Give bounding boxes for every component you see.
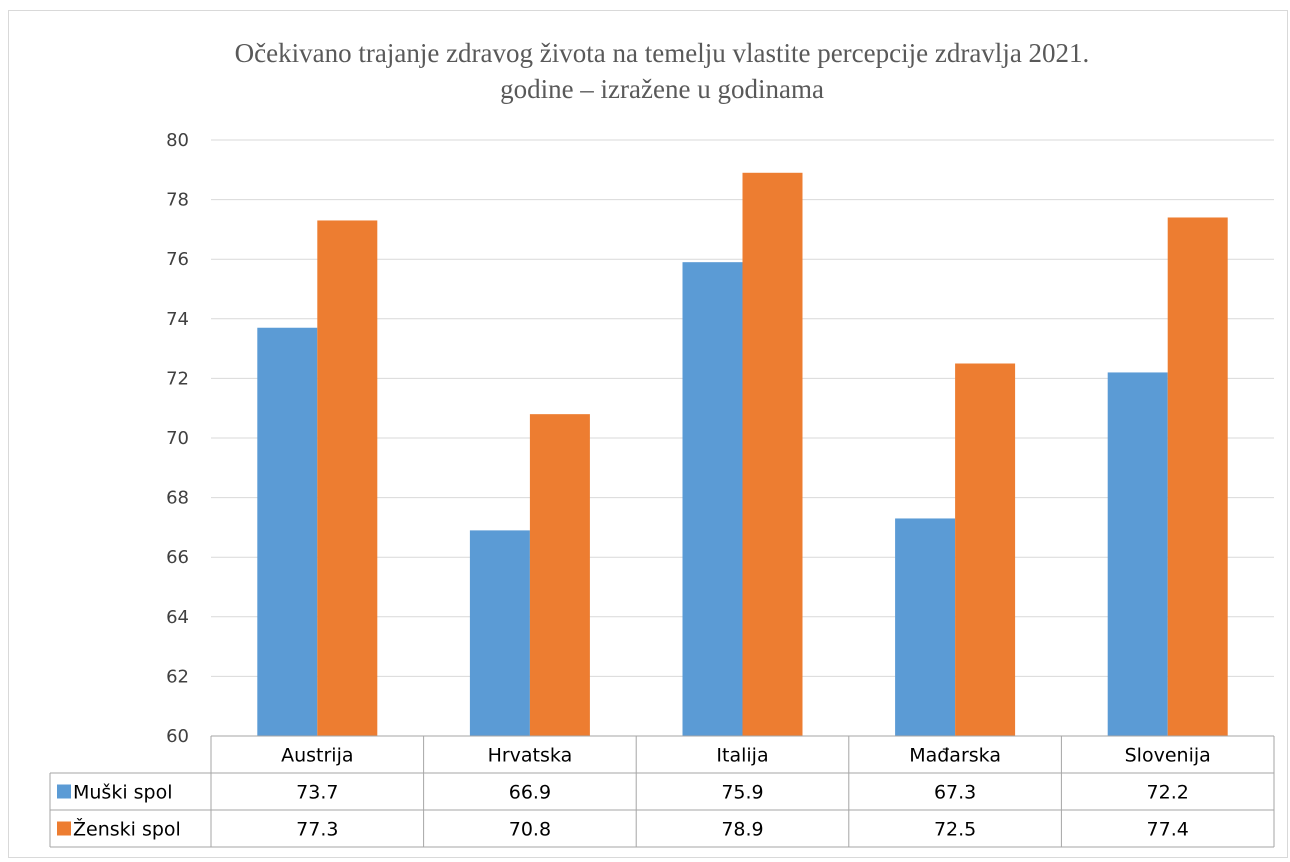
data-label: 75.9 bbox=[721, 782, 763, 804]
data-label: 66.9 bbox=[509, 782, 551, 804]
category-label: Hrvatska bbox=[488, 745, 573, 767]
bar-muski-0 bbox=[257, 327, 318, 736]
y-tick-label: 60 bbox=[166, 726, 189, 747]
bar-zenski-1 bbox=[529, 414, 590, 736]
bar-muski-2 bbox=[682, 262, 743, 736]
chart-title-line-2: godine – izražene u godinama bbox=[500, 74, 824, 104]
bars bbox=[257, 172, 1228, 737]
category-label: Slovenija bbox=[1125, 745, 1211, 767]
data-label: 67.3 bbox=[934, 782, 976, 804]
data-label: 70.8 bbox=[509, 819, 551, 841]
category-label: Austrija bbox=[281, 745, 353, 767]
bar-muski-1 bbox=[469, 530, 530, 736]
legend-key-1 bbox=[57, 821, 71, 836]
data-label: 78.9 bbox=[721, 819, 763, 841]
legend-key-0 bbox=[57, 784, 71, 799]
y-tick-label: 66 bbox=[166, 547, 189, 568]
series-label: Ženski spol bbox=[73, 818, 181, 841]
bar-zenski-3 bbox=[955, 363, 1016, 736]
data-label: 72.2 bbox=[1147, 782, 1189, 804]
data-label: 73.7 bbox=[296, 782, 338, 804]
data-label: 72.5 bbox=[934, 819, 976, 841]
bar-zenski-2 bbox=[742, 172, 803, 736]
y-tick-label: 78 bbox=[166, 190, 189, 211]
chart-title: Očekivano trajanje zdravog života na tem… bbox=[235, 38, 1090, 104]
y-tick-label: 64 bbox=[166, 607, 189, 628]
y-axis-ticks: 60 62 64 66 68 70 72 74 76 78 80 bbox=[166, 130, 189, 747]
chart-title-line-1: Očekivano trajanje zdravog života na tem… bbox=[235, 38, 1090, 68]
chart-frame bbox=[8, 10, 1288, 858]
data-table: Austrija Hrvatska Italija Mađarska Slovenija… bbox=[49, 735, 1275, 848]
y-tick-label: 76 bbox=[166, 249, 189, 270]
category-label: Mađarska bbox=[909, 745, 1001, 767]
y-tick-label: 80 bbox=[166, 130, 189, 151]
series-label: Muški spol bbox=[73, 782, 173, 804]
y-tick-label: 72 bbox=[166, 368, 189, 389]
bar-muski-3 bbox=[895, 518, 956, 736]
data-label: 77.3 bbox=[296, 819, 338, 841]
bar-zenski-4 bbox=[1167, 217, 1228, 737]
category-label: Italija bbox=[716, 745, 768, 767]
y-tick-label: 68 bbox=[166, 488, 189, 509]
y-tick-label: 62 bbox=[166, 666, 189, 687]
y-tick-label: 74 bbox=[166, 309, 189, 330]
bar-zenski-0 bbox=[317, 220, 378, 736]
bar-muski-4 bbox=[1107, 372, 1168, 736]
data-label: 77.4 bbox=[1147, 819, 1189, 841]
y-tick-label: 70 bbox=[166, 428, 189, 449]
